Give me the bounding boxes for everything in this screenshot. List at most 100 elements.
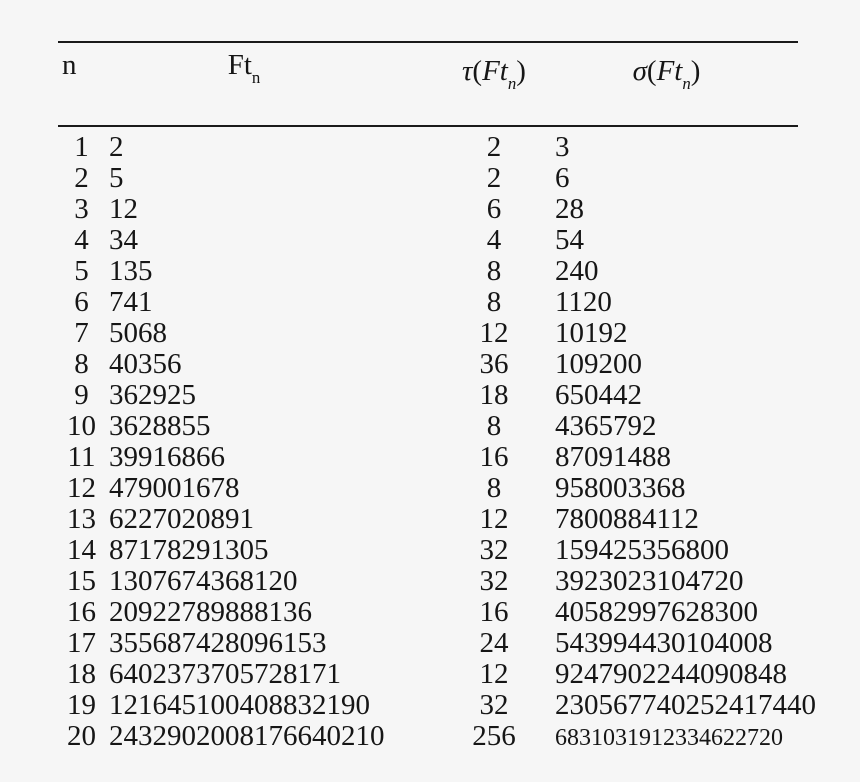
cell-sigma: 87091488 <box>555 441 671 473</box>
cell-ft: 20922789888136 <box>109 596 312 628</box>
cell-tau: 12 <box>479 658 509 690</box>
cell-sigma: 6831031912334622720 <box>555 725 783 751</box>
cell-tau: 4 <box>486 224 502 256</box>
cell-tau: 2 <box>486 131 502 163</box>
cell-tau: 2 <box>486 162 502 194</box>
table-row: 15 1307674368120 32 3923023104720 <box>58 566 798 597</box>
table-row: 16 20922789888136 16 40582997628300 <box>58 597 798 628</box>
cell-n: 12 <box>67 472 96 504</box>
cell-ft: 2432902008176640210 <box>109 720 385 752</box>
table-row: 3 12 6 28 <box>58 194 798 225</box>
cell-ft: 741 <box>109 286 153 318</box>
cell-sigma: 54 <box>555 224 584 256</box>
cell-tau: 32 <box>479 534 509 566</box>
cell-ft: 362925 <box>109 379 196 411</box>
header-sigma: σ(Ftn) <box>535 41 798 127</box>
cell-tau: 256 <box>472 720 516 752</box>
cell-ft: 6227020891 <box>109 503 254 535</box>
cell-n: 20 <box>67 720 96 752</box>
sigma-close-paren: ) <box>690 55 701 87</box>
table-row: 4 34 4 54 <box>58 225 798 256</box>
cell-tau: 32 <box>479 689 509 721</box>
header-ft-subscript: n <box>251 67 261 87</box>
tau-open-paren: ( <box>472 55 483 87</box>
table-row: 19 121645100408832190 32 230567740252417440 <box>58 689 816 721</box>
cell-sigma: 4365792 <box>555 410 657 442</box>
cell-n: 1 <box>74 131 89 163</box>
table-header: n Ftn τ(Ftn) σ(Ftn) <box>58 41 798 127</box>
table-row: 11 39916866 16 87091488 <box>58 442 798 473</box>
cell-n: 5 <box>74 255 89 287</box>
cell-ft: 5 <box>109 162 124 194</box>
cell-ft: 87178291305 <box>109 534 269 566</box>
table-row: 13 6227020891 12 7800884112 <box>58 504 798 535</box>
cell-sigma: 958003368 <box>555 472 686 504</box>
cell-ft: 39916866 <box>109 441 225 473</box>
cell-n: 4 <box>74 224 89 256</box>
table-row: 17 355687428096153 24 543994430104008 <box>58 628 798 659</box>
table-row: 20 2432902008176640210 256 6831031912334622… <box>58 721 798 754</box>
cell-n: 18 <box>67 658 96 690</box>
header-tau-label: τ(Ftn) <box>462 55 526 92</box>
cell-tau: 8 <box>486 410 502 442</box>
cell-tau: 36 <box>479 348 509 380</box>
cell-ft: 6402373705728171 <box>109 658 341 690</box>
cell-n: 3 <box>74 193 89 225</box>
cell-n: 9 <box>74 379 89 411</box>
cell-ft: 135 <box>109 255 153 287</box>
cell-n: 2 <box>74 162 89 194</box>
header-ft: Ftn <box>105 41 453 127</box>
cell-sigma: 28 <box>555 193 584 225</box>
table-row: 8 40356 36 109200 <box>58 349 798 380</box>
table-row: 5 135 8 240 <box>58 256 798 287</box>
cell-sigma: 3923023104720 <box>555 565 744 597</box>
cell-sigma: 6 <box>555 162 570 194</box>
cell-tau: 6 <box>486 193 502 225</box>
tau-close-paren: ) <box>516 55 526 87</box>
header-sigma-label: σ(Ftn) <box>633 55 701 92</box>
tau-arg-subscript: n <box>507 73 517 93</box>
cell-sigma: 9247902244090848 <box>555 658 787 690</box>
paper-table-region: n Ftn τ(Ftn) σ(Ftn) 1 2 2 3 2 5 2 6 3 12 6 28 4 34 4 54… <box>58 41 816 754</box>
cell-ft: 1307674368120 <box>109 565 298 597</box>
cell-tau: 24 <box>479 627 509 659</box>
cell-ft: 2 <box>109 131 124 163</box>
cell-n: 10 <box>67 410 96 442</box>
cell-sigma: 1120 <box>555 286 612 318</box>
table-row: 10 3628855 8 4365792 <box>58 411 798 442</box>
cell-ft: 121645100408832190 <box>109 689 370 721</box>
cell-sigma: 240 <box>555 255 599 287</box>
cell-sigma: 7800884112 <box>555 503 699 535</box>
table-row: 18 6402373705728171 12 9247902244090848 <box>58 659 798 690</box>
cell-n: 17 <box>67 627 96 659</box>
table-body: 1 2 2 3 2 5 2 6 3 12 6 28 4 34 4 54 5 135 8 240 6 741 8 1120 7 50… <box>58 126 816 754</box>
table-row: 7 5068 12 10192 <box>58 318 798 349</box>
cell-n: 15 <box>67 565 96 597</box>
cell-n: 13 <box>67 503 96 535</box>
cell-ft: 40356 <box>109 348 182 380</box>
header-tau: τ(Ftn) <box>453 41 535 127</box>
cell-sigma: 230567740252417440 <box>555 689 816 721</box>
cell-n: 14 <box>67 534 96 566</box>
divisor-function-table: n Ftn τ(Ftn) σ(Ftn) 1 2 2 3 2 5 2 6 3 12 6 28 4 34 4 54… <box>58 41 816 754</box>
header-row: n Ftn τ(Ftn) σ(Ftn) <box>58 41 798 127</box>
cell-tau: 12 <box>479 503 509 535</box>
cell-sigma: 543994430104008 <box>555 627 773 659</box>
cell-n: 6 <box>74 286 89 318</box>
header-n-label: n <box>62 49 77 81</box>
cell-ft: 5068 <box>109 317 167 349</box>
cell-tau: 8 <box>486 255 502 287</box>
cell-tau: 32 <box>479 565 509 597</box>
table-row: 6 741 8 1120 <box>58 287 798 318</box>
cell-tau: 12 <box>479 317 509 349</box>
cell-ft: 34 <box>109 224 138 256</box>
tau-arg: Ft <box>482 55 508 87</box>
cell-ft: 479001678 <box>109 472 240 504</box>
cell-n: 7 <box>74 317 89 349</box>
sigma-arg: Ft <box>656 55 683 87</box>
cell-tau: 18 <box>479 379 509 411</box>
cell-sigma: 40582997628300 <box>555 596 758 628</box>
header-n: n <box>58 41 105 127</box>
